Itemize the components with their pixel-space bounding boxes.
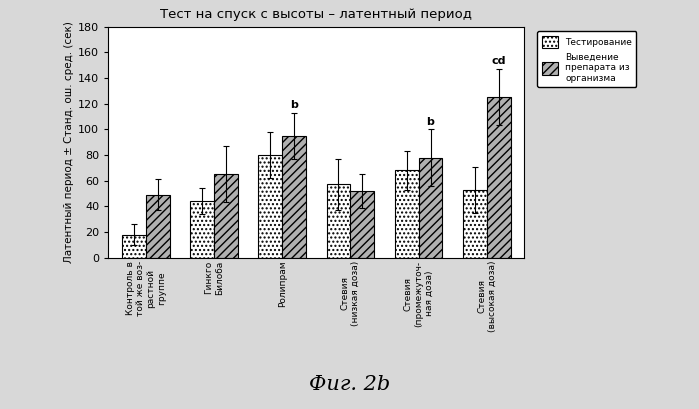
Bar bbox=[463, 190, 487, 258]
Bar bbox=[259, 155, 282, 258]
Bar bbox=[395, 171, 419, 258]
Bar bbox=[214, 174, 238, 258]
Bar bbox=[190, 201, 214, 258]
Text: cd: cd bbox=[491, 56, 506, 66]
Legend: Тестирование, Выведение
препарата из
организма: Тестирование, Выведение препарата из орг… bbox=[537, 31, 637, 87]
Bar bbox=[122, 235, 146, 258]
Text: b: b bbox=[426, 117, 435, 127]
Bar bbox=[487, 97, 510, 258]
Text: b: b bbox=[290, 100, 298, 110]
Bar bbox=[419, 157, 442, 258]
Bar bbox=[350, 191, 374, 258]
Bar bbox=[146, 195, 170, 258]
Bar bbox=[282, 136, 306, 258]
Text: Фиг. 2b: Фиг. 2b bbox=[309, 375, 390, 394]
Bar bbox=[326, 184, 350, 258]
Title: Тест на спуск с высоты – латентный период: Тест на спуск с высоты – латентный перио… bbox=[160, 8, 473, 21]
Y-axis label: Латентный период ± Станд. ош. сред. (сек): Латентный период ± Станд. ош. сред. (сек… bbox=[64, 21, 74, 263]
